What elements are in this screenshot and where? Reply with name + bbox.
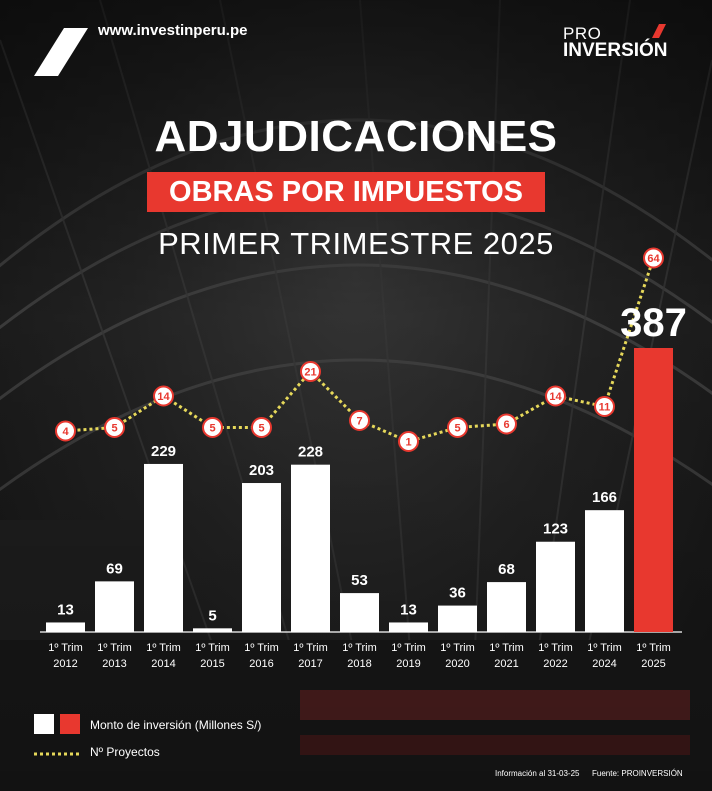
brand-pro-text: PRO (563, 24, 602, 43)
projects-marker (349, 410, 370, 431)
projects-value-label: 4 (62, 426, 69, 438)
x-tick-label: 2022 (543, 658, 567, 670)
projects-value-label: 11 (599, 402, 611, 414)
x-tick-label: 1º Trim (293, 642, 328, 654)
bar (487, 582, 526, 632)
subtitle-banner (147, 172, 545, 212)
projects-value-label: 5 (454, 423, 460, 435)
projects-value-label: 21 (304, 367, 316, 379)
projects-marker (202, 417, 223, 438)
bar-value-label: 123 (543, 521, 568, 538)
projects-marker (55, 420, 76, 442)
bar (193, 628, 232, 632)
projects-value-label: 5 (209, 423, 215, 435)
bar-value-label: 13 (57, 601, 74, 618)
x-tick-label: 2018 (347, 658, 371, 670)
bar (95, 581, 134, 632)
bar (389, 622, 428, 632)
x-tick-label: 2016 (249, 658, 273, 670)
bar-value-label: 166 (592, 489, 617, 506)
projects-marker (496, 413, 517, 435)
legend-line-swatch (34, 752, 80, 756)
x-tick-label: 1º Trim (97, 642, 132, 654)
projects-marker (251, 417, 272, 438)
bar-value-label: 229 (151, 443, 176, 460)
brand-accent-icon (652, 24, 666, 38)
projects-value-label: 64 (647, 253, 660, 265)
bar (634, 348, 673, 632)
subtitle: OBRAS POR IMPUESTOS (169, 176, 523, 208)
projects-marker (300, 361, 321, 382)
projects-value-label: 6 (503, 419, 509, 431)
bar-value-label: 13 (400, 601, 417, 618)
projects-marker (643, 247, 664, 269)
legend-projects-label: Nº Proyectos (90, 745, 160, 759)
projects-value-label: 5 (258, 423, 264, 435)
bar (242, 483, 281, 632)
projects-value-label: 14 (549, 391, 562, 403)
x-tick-label: 1º Trim (48, 642, 83, 654)
bar (291, 464, 330, 632)
projects-marker (594, 396, 615, 417)
bar (144, 463, 183, 632)
bar-value-label: 69 (106, 560, 123, 577)
x-tick-label: 1º Trim (244, 642, 279, 654)
bar (46, 622, 85, 632)
bar-value-label: 36 (449, 585, 466, 602)
legend-amount-label: Monto de inversión (Millones S/) (90, 718, 262, 732)
brand-inversion-text: INVERSIÓN (563, 40, 668, 61)
bar-value-label: 228 (298, 444, 323, 461)
projects-marker (398, 431, 419, 452)
projects-marker (545, 385, 566, 407)
footer-info: Información al 31-03-25 (495, 769, 580, 778)
projects-marker (447, 417, 468, 438)
x-tick-label: 2012 (53, 658, 77, 670)
x-tick-label: 2020 (445, 658, 469, 670)
x-tick-label: 2015 (200, 658, 224, 670)
x-tick-label: 2013 (102, 658, 126, 670)
legend-red-swatch (60, 714, 80, 734)
slash-logo-icon (34, 28, 88, 76)
x-tick-label: 1º Trim (587, 642, 622, 654)
x-tick-label: 1º Trim (636, 642, 671, 654)
bar-value-label: 5 (208, 607, 216, 624)
website-url[interactable]: www.investinperu.pe (98, 22, 248, 39)
page-title: ADJUDICACIONES (154, 112, 558, 161)
bar-value-label: 53 (351, 572, 368, 589)
x-tick-label: 1º Trim (146, 642, 181, 654)
bar (536, 541, 575, 632)
x-tick-label: 1º Trim (489, 642, 524, 654)
x-tick-label: 2014 (151, 658, 175, 670)
x-tick-label: 2025 (641, 658, 665, 670)
projects-value-label: 1 (405, 437, 411, 449)
projects-marker (153, 385, 174, 407)
projects-value-label: 5 (111, 423, 117, 435)
bar (585, 510, 624, 632)
legend-bar-swatches (34, 714, 80, 734)
x-tick-label: 1º Trim (440, 642, 475, 654)
footer-source: Fuente: PROINVERSIÓN (592, 769, 683, 778)
x-tick-label: 2021 (494, 658, 518, 670)
bar-value-label: 387 (620, 301, 687, 345)
x-tick-label: 1º Trim (391, 642, 426, 654)
period-label: PRIMER TRIMESTRE 2025 (158, 226, 554, 261)
x-tick-label: 2017 (298, 658, 322, 670)
x-tick-label: 1º Trim (195, 642, 230, 654)
x-tick-label: 2019 (396, 658, 420, 670)
projects-value-label: 14 (157, 391, 170, 403)
bar-value-label: 68 (498, 561, 515, 578)
projects-value-label: 7 (356, 416, 362, 428)
legend-white-swatch (34, 714, 54, 734)
projects-marker (104, 417, 125, 438)
x-tick-label: 1º Trim (342, 642, 377, 654)
bar (340, 593, 379, 632)
x-tick-label: 2024 (592, 658, 616, 670)
x-tick-label: 1º Trim (538, 642, 573, 654)
bar-value-label: 203 (249, 462, 274, 479)
bar (438, 605, 477, 632)
